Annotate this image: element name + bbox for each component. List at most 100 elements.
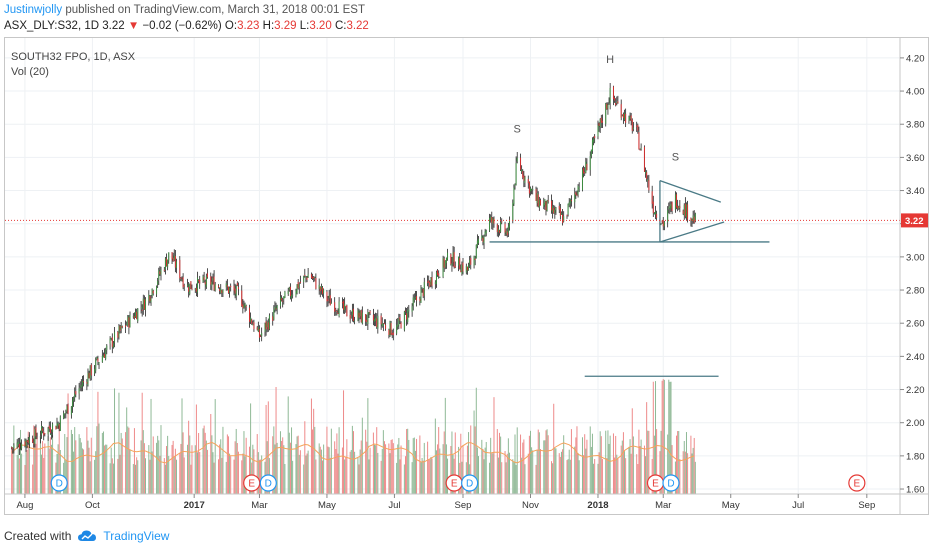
volume-bar [574,446,576,494]
volume-bar [159,455,161,494]
volume-bar [225,461,227,494]
price-chart[interactable]: SHS4.204.003.803.603.403.203.002.802.602… [5,38,928,514]
volume-bar [683,440,685,494]
candle [133,316,135,319]
candle [423,281,425,296]
volume-bar [442,444,444,494]
candle [163,269,165,271]
candle [57,423,59,426]
volume-bar [194,445,196,494]
volume-bar [218,459,220,494]
volume-bar [150,398,152,494]
volume-bar [320,449,322,494]
dividend-marker-icon[interactable] [662,474,680,492]
tradingview-link[interactable]: TradingView [103,529,170,543]
trendline-triangle-lower[interactable] [659,221,725,243]
candle [120,325,122,330]
candle [226,285,228,287]
tradingview-cloud-icon[interactable] [77,529,97,543]
candle [628,116,630,121]
candle [64,413,66,415]
candle [546,200,548,212]
candle [575,192,577,195]
volume-bar [180,443,182,494]
candle [233,285,235,291]
candle [96,357,98,360]
volume-bar [411,462,413,494]
dividend-marker-icon[interactable] [461,474,479,492]
volume-bar [653,435,655,494]
candle [181,279,183,281]
candle [647,179,649,182]
event-marker-label: D [56,479,63,490]
trendline-triangle-upper[interactable] [659,179,721,203]
candle [621,115,623,117]
candle [500,222,502,232]
volume-bar [70,429,72,494]
volume-bar [203,425,205,494]
volume-bar [242,453,244,494]
dividend-marker-icon[interactable] [50,474,68,492]
candle [291,295,293,299]
candle [341,302,343,304]
candle [319,287,321,292]
candle [513,187,515,205]
volume-bar [267,401,269,494]
volume-bar [535,464,537,494]
volume-bar [213,462,215,494]
volume-bar [49,437,51,494]
volume-bar [175,459,177,494]
candle [492,218,494,224]
volume-bar [377,452,379,494]
candle [188,286,190,292]
candle [205,275,207,287]
volume-bar [513,461,515,494]
candle [648,179,650,191]
volume-bar [206,449,208,494]
candle [497,228,499,232]
candle [136,311,138,320]
candle [346,305,348,317]
candle [245,305,247,307]
volume-bar [403,464,405,494]
volume-bar [33,425,35,494]
volume-bar [303,464,305,494]
volume-bar [477,456,479,494]
volume-bar [383,441,385,494]
candle [65,411,67,413]
candle [310,274,312,279]
volume-bar [173,456,175,494]
volume-bar [198,432,200,494]
candle [678,206,680,209]
volume-bar [407,428,409,494]
candle [377,315,379,329]
candle [296,284,298,293]
volume-bar [265,404,267,494]
volume-bar [187,444,189,494]
candle [89,365,91,379]
volume-bar [96,426,98,494]
volume-bar [204,432,206,494]
candle [274,306,276,310]
y-tick-label: 1.60 [906,485,925,496]
volume-bar [148,445,150,494]
close-label: C: [334,20,347,32]
volume-bar [600,436,602,494]
published-text: published on TradingView.com, March 31, … [65,4,365,16]
volume-bar [129,449,131,494]
pattern-label: H [606,54,614,66]
volume-bar [284,464,286,494]
chart-panel[interactable]: SHS4.204.003.803.603.403.203.002.802.602… [4,37,929,515]
volume-bar [568,449,570,494]
author-link[interactable]: Justinwjolly [4,4,63,16]
candle [617,101,619,104]
candle [389,321,391,336]
volume-bar [235,428,237,494]
candle [354,320,356,322]
dividend-marker-icon[interactable] [259,474,277,492]
volume-bar [119,454,121,494]
candle [34,429,36,445]
candle [191,288,193,290]
earnings-marker-icon[interactable] [848,474,866,492]
candle [430,277,432,286]
